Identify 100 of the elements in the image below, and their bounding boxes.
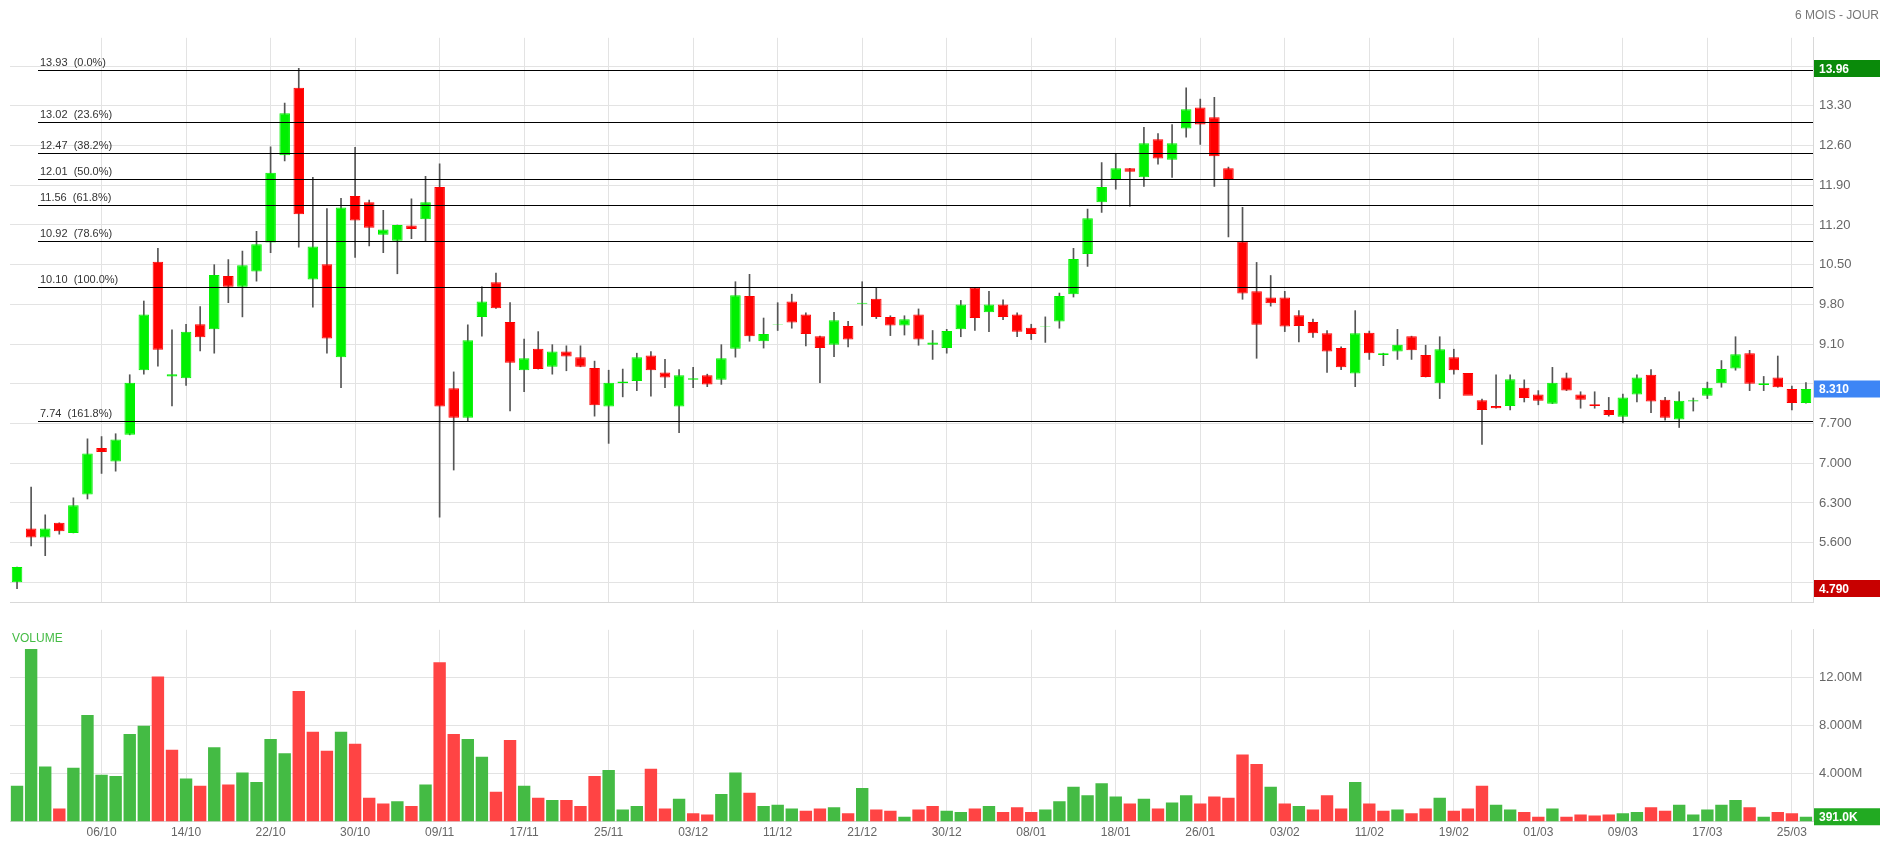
ref-line-label: 13.02 (23.6%): [40, 108, 113, 121]
bar: [532, 797, 545, 822]
chart-title: VOLUME: [12, 631, 63, 646]
bar: [306, 731, 320, 822]
bar: [658, 808, 672, 822]
bar: [1658, 810, 1672, 822]
bar: [799, 810, 813, 822]
x-tick-label: 11/02: [1354, 825, 1385, 840]
y-tick-label: 4.000M: [1819, 765, 1863, 781]
bar: [1433, 797, 1446, 822]
bar: [1771, 812, 1784, 822]
bar: [1546, 808, 1559, 822]
x-tick-label: 25/11: [594, 825, 624, 840]
bar: [1292, 806, 1306, 822]
text: 4.790: [1819, 581, 1850, 596]
bar: [1334, 808, 1348, 822]
y-tick-label: 11.20: [1819, 216, 1851, 232]
bar: [982, 806, 996, 822]
bar: [1137, 798, 1151, 822]
bar: [785, 808, 798, 822]
bar: [1151, 808, 1165, 822]
bar: [348, 743, 362, 822]
x-tick-label: 01/03: [1523, 825, 1554, 840]
y-tick-label: 11.90: [1819, 176, 1851, 192]
x-tick-label: 06/10: [86, 825, 117, 840]
ref-line-label: 12.01 (50.0%): [40, 165, 113, 178]
bar: [53, 808, 66, 822]
bar: [1785, 813, 1799, 822]
candlestick: [39, 514, 51, 557]
candlestick: [814, 335, 826, 384]
bar: [447, 734, 460, 822]
candlestick: [659, 359, 671, 389]
bar: [1320, 795, 1334, 822]
bar: [377, 803, 390, 822]
bar: [489, 791, 503, 822]
bar: [165, 749, 179, 822]
bar: [1363, 803, 1376, 822]
bar: [940, 810, 953, 822]
bar: [884, 810, 897, 822]
x-tick-label: 09/03: [1607, 825, 1639, 840]
bar: [743, 792, 756, 822]
x-tick-label: 22/10: [255, 825, 286, 840]
bar: [1194, 803, 1207, 822]
bar: [1109, 796, 1122, 822]
y-tick-label: 8.000M: [1819, 717, 1863, 733]
x-tick-label: 03/12: [678, 825, 709, 840]
text: 8.310: [1819, 382, 1850, 397]
bar: [1644, 807, 1658, 822]
bar: [193, 785, 207, 822]
bar: [1475, 785, 1489, 822]
bar: [1025, 812, 1038, 822]
bar: [954, 812, 967, 822]
bar: [1743, 807, 1756, 822]
x-tick-label: 09/11: [425, 825, 455, 840]
bar: [968, 808, 982, 822]
x-tick-label: 17/11: [509, 825, 540, 840]
text: 391.0K: [1819, 810, 1859, 825]
x-tick-label: 30/12: [931, 825, 963, 840]
text: 13.96: [1819, 61, 1850, 76]
bar: [644, 768, 658, 822]
bar: [813, 808, 827, 822]
bar: [503, 740, 517, 822]
bar: [1447, 810, 1461, 822]
x-tick-label: 19/02: [1438, 825, 1470, 840]
bar: [1179, 795, 1193, 822]
bar: [701, 814, 714, 822]
candlestick: [1462, 373, 1474, 396]
bar: [475, 756, 489, 822]
bar: [391, 801, 404, 822]
bar: [1602, 814, 1615, 822]
y-tick-label: 13.30: [1819, 97, 1852, 113]
y-tick-label: 12.60: [1819, 137, 1852, 153]
bar: [1461, 808, 1475, 822]
y-tick-label: 6.300: [1819, 494, 1852, 510]
bar: [827, 807, 841, 822]
y-tick-label: 12.00M: [1819, 669, 1863, 685]
bar: [334, 731, 348, 822]
bar: [405, 806, 418, 822]
bar: [1687, 814, 1700, 822]
x-tick-label: 14/10: [171, 825, 202, 840]
x-tick-label: 30/10: [340, 825, 371, 840]
ref-line-label: 10.10 (100.0%): [40, 273, 119, 286]
ref-line-label: 11.56 (61.8%): [40, 191, 112, 204]
bar: [1391, 809, 1404, 822]
bar: [320, 750, 334, 822]
x-tick-label: 17/03: [1692, 825, 1723, 840]
bar: [996, 812, 1010, 822]
bar: [1489, 804, 1503, 822]
y-tick-label: 7.700: [1819, 415, 1852, 431]
bar: [630, 806, 644, 822]
bar: [1278, 803, 1291, 822]
bar: [433, 662, 446, 822]
x-tick-label: 26/01: [1185, 825, 1216, 840]
candlestick: [518, 338, 530, 393]
x-tick-label: 11/12: [763, 825, 793, 840]
bar: [1123, 803, 1137, 822]
chart-subtitle: 6 MOIS - JOUR: [1794, 8, 1880, 24]
y-tick-label: 9.80: [1819, 295, 1845, 311]
candlestick: [1476, 398, 1488, 445]
x-tick-label: 18/01: [1100, 825, 1132, 840]
